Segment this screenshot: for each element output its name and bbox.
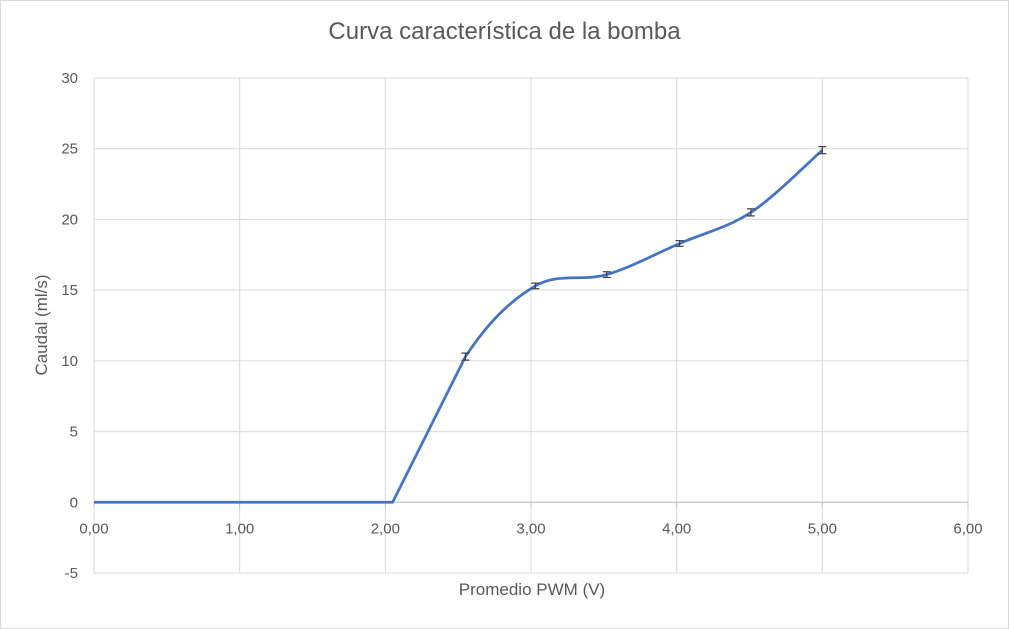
x-tick-label: 3,00 (516, 520, 545, 537)
x-tick-label: 6,00 (953, 520, 982, 537)
y-tick-label: 0 (70, 494, 78, 511)
x-axis-title: Promedio PWM (V) (458, 580, 606, 599)
y-tick-label: 20 (61, 211, 78, 228)
y-tick-label: -5 (65, 565, 78, 582)
series-line (94, 149, 824, 504)
y-tick-label: 5 (70, 424, 78, 441)
y-tick-label: 25 (61, 141, 78, 158)
chart-title: Curva característica de la bomba (328, 18, 681, 45)
x-tick-label: 5,00 (808, 520, 837, 537)
y-tick-label: 10 (61, 353, 78, 370)
x-tick-label: 1,00 (225, 520, 254, 537)
y-tick-label: 30 (61, 70, 78, 87)
x-tick-label: 4,00 (662, 520, 691, 537)
y-tick-label: 15 (61, 282, 78, 299)
x-tick-label: 0,00 (79, 520, 108, 537)
x-tick-label: 2,00 (371, 520, 400, 537)
